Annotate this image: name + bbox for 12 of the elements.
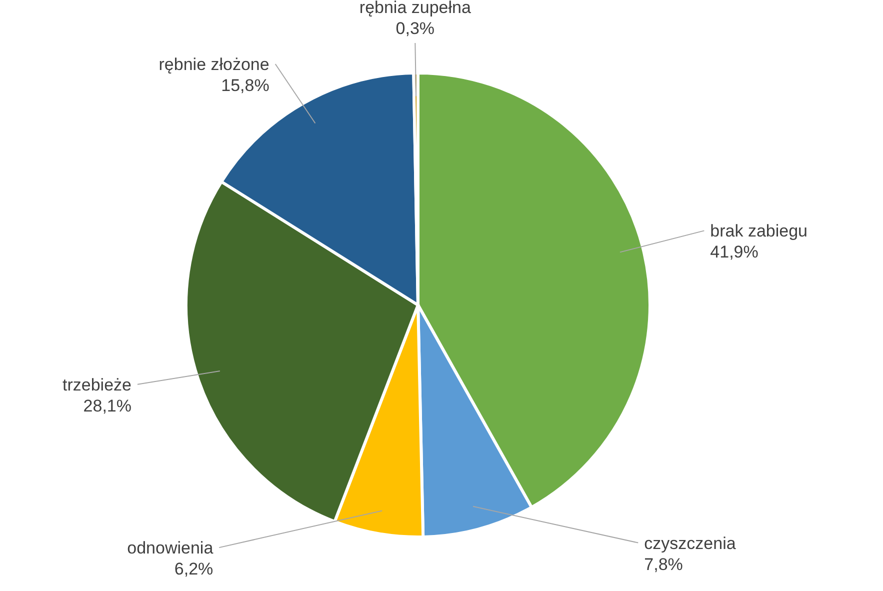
slice-label: czyszczenia (644, 534, 736, 553)
slice-label: trzebieże (62, 375, 132, 394)
slice-label: rębnia zupełna (359, 0, 472, 18)
data-label: 28,1% (83, 396, 132, 416)
data-label: 0,3% (396, 19, 435, 38)
slice-label: rębnie złożone (158, 54, 270, 74)
data-label: 7,8% (644, 554, 683, 574)
slice-label: brak zabiegu (710, 222, 808, 241)
data-label: 15,8% (221, 76, 270, 95)
data-label: 41,9% (710, 242, 758, 262)
data-label: 6,2% (174, 560, 214, 579)
slice-label: odnowienia (127, 538, 214, 558)
